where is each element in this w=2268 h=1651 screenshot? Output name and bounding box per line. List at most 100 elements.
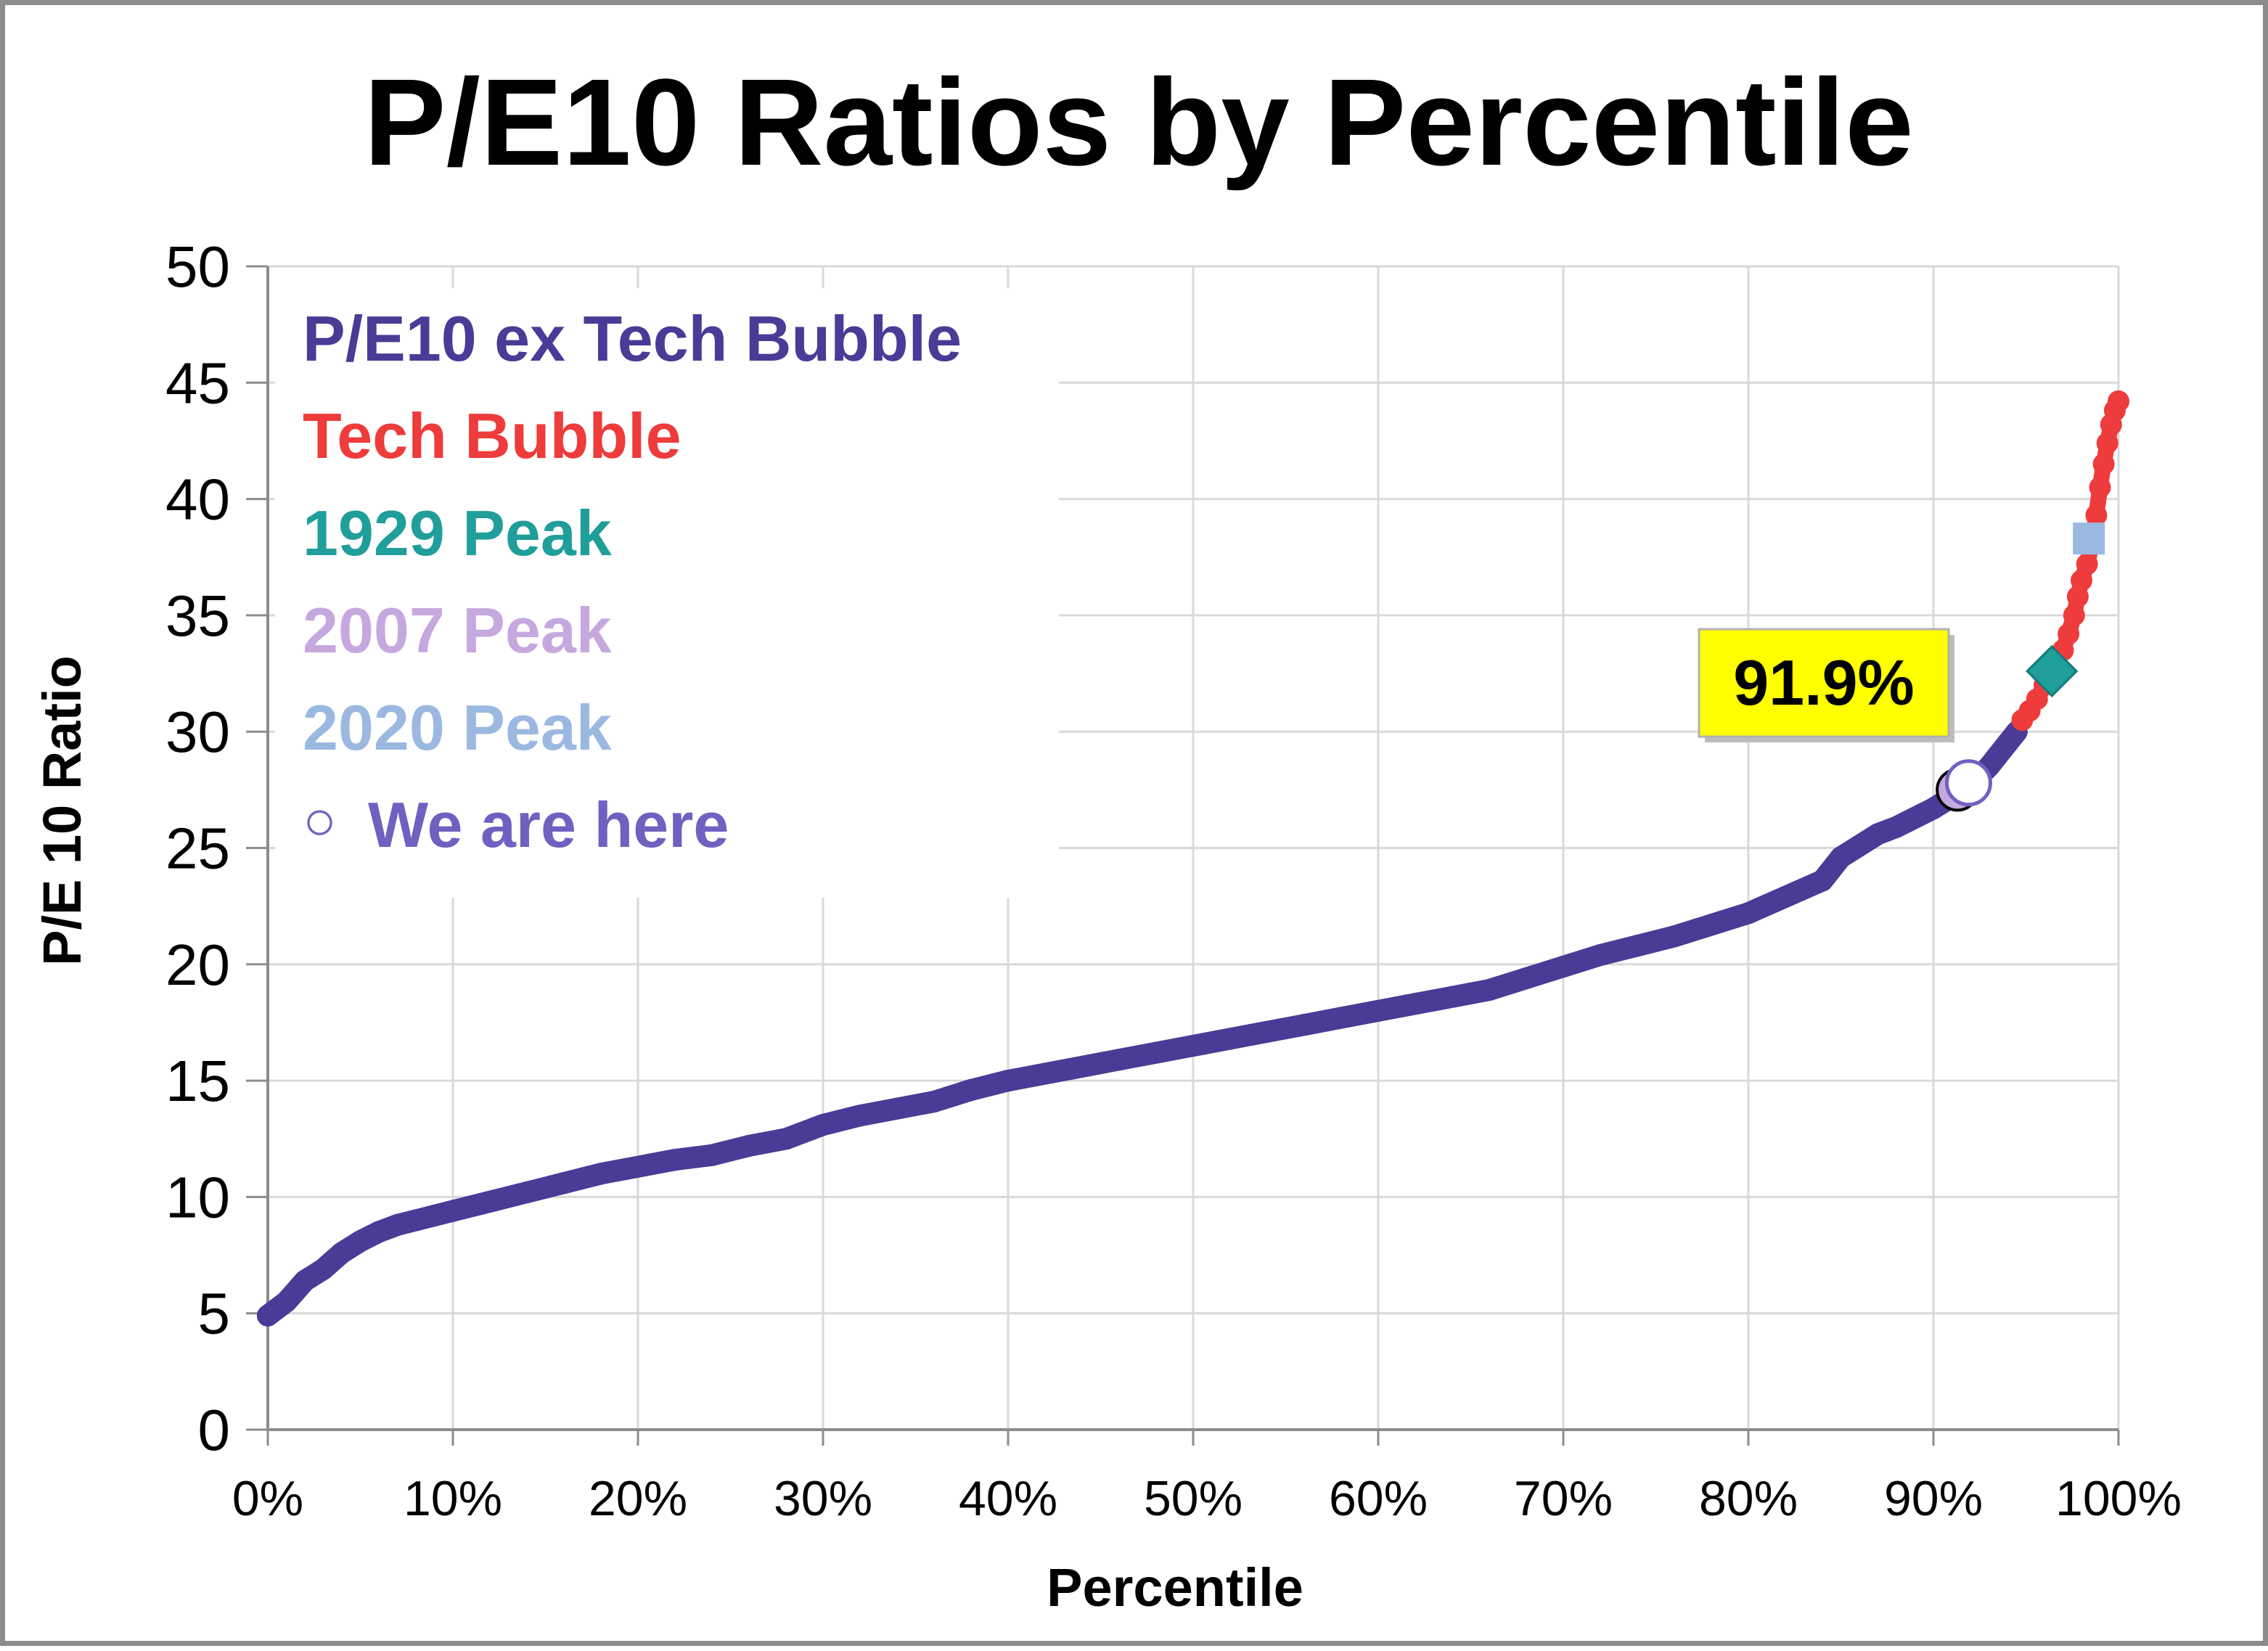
- pe10-series-point: [1700, 914, 1722, 936]
- peak-markers: [1936, 523, 2105, 812]
- x-tick-label: 90%: [1884, 1471, 1983, 1526]
- legend-item: 1929 Peak: [303, 497, 613, 569]
- legend-item: P/E10 ex Tech Bubble: [303, 303, 962, 374]
- pe10-series-point: [423, 1205, 446, 1227]
- pe10-series-point: [1886, 816, 1907, 838]
- x-tick-label: 50%: [1144, 1471, 1243, 1526]
- y-tick-label: 50: [165, 234, 230, 299]
- pe10-series-point: [405, 1209, 427, 1232]
- pe10-series-point: [1330, 1007, 1352, 1029]
- tech-bubble-series-point: [2063, 604, 2085, 626]
- pe10-series-point: [479, 1190, 501, 1213]
- pe10-series-point: [627, 1155, 649, 1178]
- pe10-series-point: [1867, 823, 1889, 845]
- pe10-series-point: [1849, 835, 1870, 857]
- pe10-series-point: [1774, 885, 1796, 908]
- pe10-series-point: [1034, 1062, 1056, 1085]
- peak-2020-marker: [2073, 523, 2105, 555]
- pe10-series-point: [1811, 869, 1833, 892]
- x-tick-label: 70%: [1514, 1471, 1613, 1526]
- x-tick-label: 30%: [774, 1471, 872, 1526]
- callout-box: [1698, 628, 1950, 738]
- pe10-series-point: [275, 1290, 298, 1313]
- y-tick-labels: 0 5 10 15 20 25 30 35 40 45 50: [165, 234, 230, 1462]
- pe10-series-point: [1071, 1055, 1093, 1078]
- pe10-series-point: [738, 1134, 760, 1157]
- tech-bubble-series-point: [2096, 432, 2118, 454]
- chart-svg: P/E10 Ratios by Percentile 0 5 10 15 20 25 30 3…: [32, 54, 2182, 1618]
- y-tick-label: 10: [165, 1165, 230, 1229]
- y-tick-label: 15: [165, 1049, 230, 1113]
- y-tick-label: 30: [165, 700, 230, 764]
- x-tick-label: 40%: [959, 1471, 1057, 1526]
- pe10-series-point: [886, 1097, 908, 1120]
- pe10-series-point: [1552, 956, 1574, 978]
- pe10-series-point: [1589, 943, 1611, 966]
- tech-bubble-series-point: [2058, 623, 2080, 645]
- pe10-series-point: [1663, 925, 1685, 948]
- pe10-series-point: [812, 1114, 834, 1136]
- pe10-series-point: [1737, 902, 1759, 925]
- x-tick-label: 20%: [589, 1471, 687, 1526]
- pe10-series-point: [960, 1078, 982, 1101]
- pe10-series-point: [349, 1230, 372, 1253]
- legend-item: 2020 Peak: [303, 692, 613, 763]
- pe10-series-point: [701, 1144, 723, 1166]
- x-tick-labels: 0% 10% 20% 30% 40% 50% 60% 70% 80% 90% 100%: [232, 1471, 2182, 1526]
- axes: [246, 265, 2120, 1446]
- tech-bubble-series-point: [2092, 453, 2115, 475]
- pe10-series-point: [442, 1200, 464, 1222]
- we-are-here-marker: [1944, 759, 1992, 807]
- legend-item: We are here: [368, 789, 729, 861]
- y-tick-label: 45: [165, 351, 230, 415]
- x-tick-label: 60%: [1329, 1471, 1428, 1526]
- pe10-series-point: [1478, 979, 1500, 1001]
- y-tick-label: 0: [198, 1398, 231, 1462]
- x-axis-label: Percentile: [1047, 1557, 1303, 1618]
- tech-bubble-series-point: [2108, 390, 2129, 412]
- tech-bubble-series-point: [2066, 586, 2089, 608]
- pe10-series-point: [1367, 999, 1389, 1022]
- y-tick-label: 35: [165, 583, 230, 648]
- pe10-series-point: [553, 1172, 575, 1195]
- pe10-series-point: [368, 1221, 390, 1243]
- pe10-series-point: [1441, 986, 1463, 1008]
- y-tick-label: 5: [198, 1282, 231, 1346]
- pe10-series-point: [1515, 967, 1537, 990]
- pe10-series-point: [386, 1213, 409, 1236]
- percentile-callout: 91.9%: [1698, 628, 1954, 742]
- pe10-series-point: [294, 1269, 316, 1292]
- pe10-series-point: [997, 1070, 1019, 1092]
- pe10-series-point: [849, 1105, 871, 1127]
- pe10-series-point: [312, 1258, 335, 1280]
- legend-item: 2007 Peak: [303, 594, 613, 666]
- tech-bubble-series-point: [2085, 504, 2108, 527]
- x-tick-label: 10%: [404, 1471, 502, 1526]
- pe10-series-point: [1219, 1028, 1241, 1050]
- pe10-series-point: [1830, 846, 1852, 869]
- pe10-series-point: [1182, 1035, 1204, 1057]
- pe10-series-point: [1256, 1020, 1278, 1043]
- legend-background: [275, 288, 1059, 898]
- x-tick-label: 0%: [232, 1471, 303, 1526]
- y-tick-label: 25: [165, 816, 230, 881]
- pe10-series-point: [516, 1181, 538, 1203]
- tech-bubble-series-point: [2076, 553, 2098, 575]
- pe10-series-point: [257, 1304, 279, 1327]
- pe10-series-point: [1404, 993, 1426, 1015]
- pe10-series-point: [1293, 1014, 1315, 1036]
- pe10-series-point: [1145, 1041, 1167, 1064]
- tech-bubble-series-point: [2089, 476, 2111, 499]
- pe10-series-point: [775, 1128, 797, 1150]
- pe10-series-point: [923, 1090, 945, 1113]
- legend: P/E10 ex Tech Bubble Tech Bubble 1929 Peak…: [303, 303, 962, 861]
- x-tick-label: 100%: [2055, 1471, 2182, 1526]
- y-tick-label: 20: [165, 933, 230, 997]
- pe10-series-point: [1626, 935, 1648, 957]
- chart-title: P/E10 Ratios by Percentile: [364, 54, 1913, 192]
- callout-label: 91.9%: [1733, 647, 1915, 718]
- pe10-series-point: [1923, 797, 1944, 819]
- y-tick-label: 40: [165, 467, 230, 532]
- pe10-series-point: [331, 1242, 353, 1264]
